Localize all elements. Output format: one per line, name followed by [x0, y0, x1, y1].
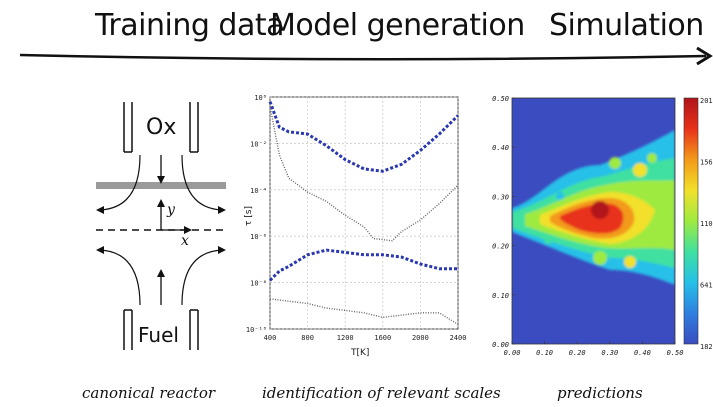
chart-gridlines: [269, 96, 459, 330]
streamline-arrowheads: [96, 206, 226, 254]
y-tick-label: 10⁻⁸: [250, 280, 267, 288]
reactor-caption: canonical reactor: [82, 384, 216, 402]
x-tick-label: 800: [301, 334, 314, 342]
oxidizer-label: Ox: [146, 115, 176, 140]
y-axis-label: y: [166, 202, 176, 218]
chart-xlabel: T[K]: [350, 348, 369, 358]
colorbar-tick-label: 182: [700, 343, 713, 351]
axial-arrowheads: [157, 176, 165, 277]
x-tick-label: 1200: [337, 334, 354, 342]
x-tick-label: 0.40: [634, 349, 651, 357]
y-tick-label: 0.10: [492, 292, 509, 300]
model-caption: identification of relevant scales: [262, 384, 501, 402]
x-tick-label: 0.30: [601, 349, 618, 357]
training-data-heading: Training data: [95, 8, 284, 43]
fuel-nozzle: [123, 309, 199, 350]
y-tick-label: 0.30: [492, 193, 509, 201]
x-tick-label: 400: [264, 334, 277, 342]
simulation-caption: predictions: [557, 384, 643, 402]
y-tick-label: 0.00: [492, 341, 509, 349]
simulation-ticks: 0.00 0.10 0.20 0.30 0.40 0.50 0.00 0.10 0.20 0.30…: [492, 95, 713, 357]
x-tick-label: 1600: [374, 334, 391, 342]
x-tick-label: 0.20: [569, 349, 586, 357]
workflow-arrowhead: [696, 46, 713, 66]
y-tick-label: 0.50: [492, 95, 509, 103]
y-tick-label: 0.40: [492, 144, 509, 152]
colorbar-tick-label: 641: [700, 282, 713, 290]
simulation-frame: [511, 97, 676, 345]
colorbar-tick-label: 2019: [700, 97, 713, 105]
chart-series: [268, 101, 460, 325]
colorbar: [683, 97, 699, 345]
y-tick-label: 10⁻⁴: [250, 187, 267, 195]
y-tick-label: 10⁰: [254, 94, 267, 102]
time-scale-series-line: [268, 248, 458, 282]
streamlines: [99, 154, 223, 306]
workflow-arrow-line: [19, 53, 707, 61]
fuel-label: Fuel: [138, 323, 179, 347]
x-tick-label: 0.10: [536, 349, 553, 357]
coordinate-arrowheads: [157, 199, 192, 234]
coordinate-axes: [160, 205, 186, 231]
colorbar-tick-label: 1101: [700, 220, 713, 228]
time-scale-reference-line: [269, 298, 459, 325]
x-tick-label: 0.00: [504, 349, 521, 357]
x-axis-label: x: [181, 233, 189, 249]
chart-ticks: 400 800 1200 1600 2000 2400 10⁰ 10⁻² 10⁻⁴ 10⁻⁶ 10⁻…: [246, 94, 467, 342]
model-generation-heading: Model generation: [270, 8, 525, 43]
y-tick-label: 10⁻²: [250, 140, 267, 148]
y-tick-label: 10⁻¹⁰: [246, 326, 267, 334]
time-scale-series-line: [268, 101, 460, 173]
x-tick-label: 2400: [450, 334, 467, 342]
x-tick-label: 0.50: [667, 349, 684, 357]
simulation-heading: Simulation: [549, 8, 704, 43]
y-tick-label: 10⁻⁶: [250, 233, 267, 241]
flame-sheet: [96, 182, 226, 189]
x-tick-label: 2000: [412, 334, 429, 342]
y-tick-label: 0.20: [492, 243, 509, 251]
oxidizer-nozzle: [123, 102, 199, 153]
chart-ylabel: τ [s]: [244, 206, 254, 226]
colorbar-tick-label: 1560: [700, 159, 713, 167]
flame-plume: [512, 130, 675, 285]
